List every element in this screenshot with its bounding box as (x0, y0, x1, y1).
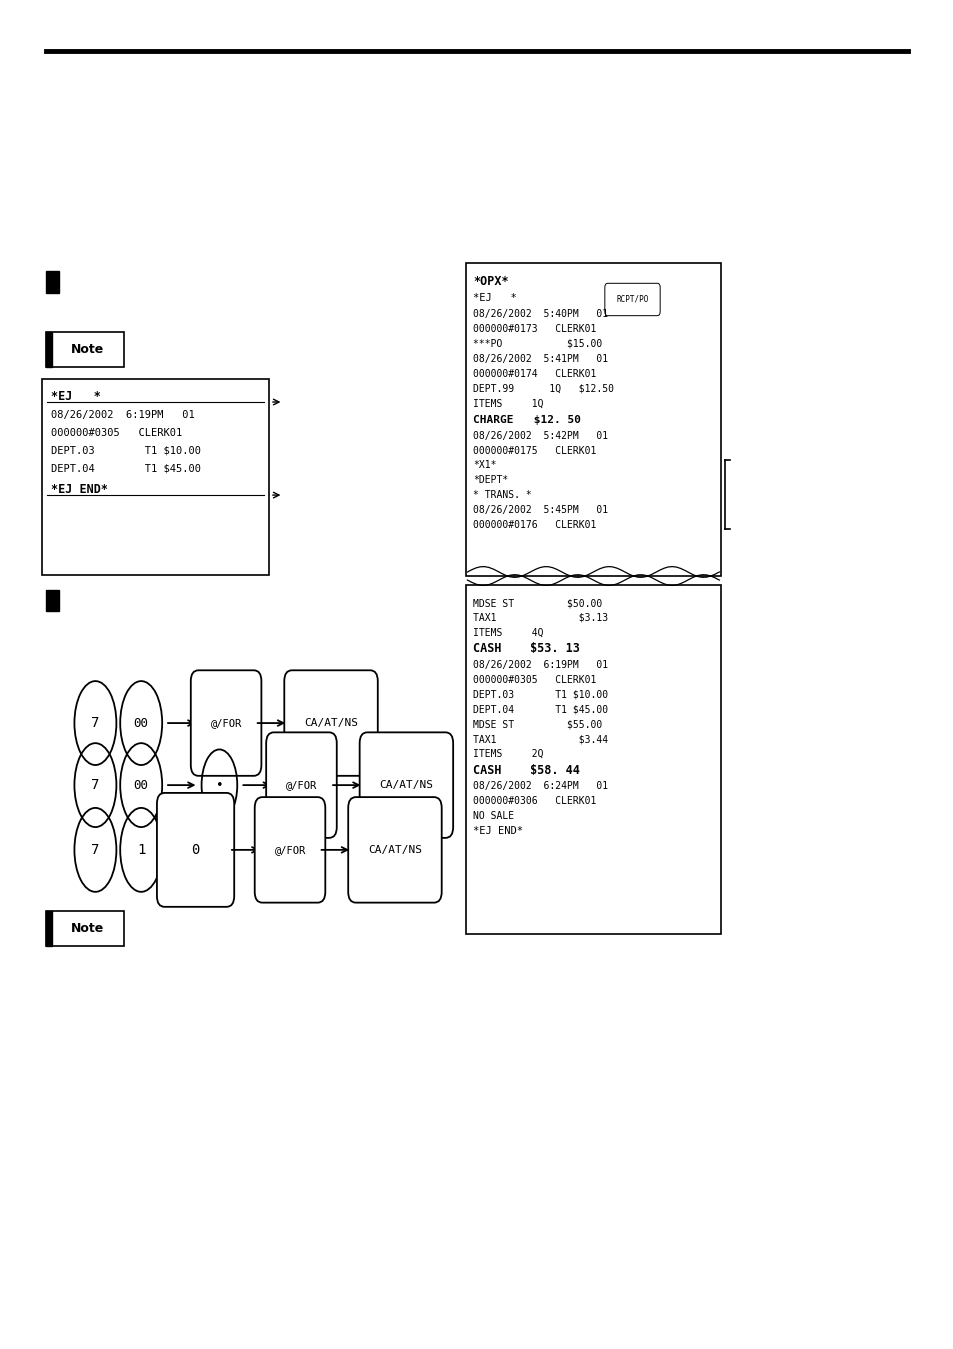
Text: ITEMS     2Q: ITEMS 2Q (473, 749, 543, 759)
Text: DEPT.03        T1 $10.00: DEPT.03 T1 $10.00 (51, 445, 200, 456)
Text: 08/26/2002  5:45PM   01: 08/26/2002 5:45PM 01 (473, 505, 608, 515)
Bar (46, 590, 59, 611)
Text: 08/26/2002  6:19PM   01: 08/26/2002 6:19PM 01 (51, 410, 194, 421)
Text: •: • (215, 778, 223, 792)
Text: Note: Note (71, 343, 104, 356)
Bar (46, 911, 124, 946)
Text: CA/AT/NS: CA/AT/NS (304, 718, 357, 728)
Text: CA/AT/NS: CA/AT/NS (368, 844, 421, 855)
Text: ITEMS     4Q: ITEMS 4Q (473, 627, 543, 638)
Text: DEPT.99      1Q   $12.50: DEPT.99 1Q $12.50 (473, 383, 614, 394)
Text: *OPX*: *OPX* (473, 275, 508, 289)
FancyBboxPatch shape (284, 670, 377, 776)
Text: 00: 00 (133, 778, 149, 792)
Text: 08/26/2002  5:40PM   01: 08/26/2002 5:40PM 01 (473, 309, 608, 320)
Text: ITEMS     1Q: ITEMS 1Q (473, 398, 543, 409)
Text: 08/26/2002  5:42PM   01: 08/26/2002 5:42PM 01 (473, 430, 608, 441)
Bar (465, 263, 720, 576)
Bar (46, 271, 59, 293)
FancyBboxPatch shape (266, 733, 336, 838)
FancyBboxPatch shape (254, 797, 325, 902)
Text: 7: 7 (91, 778, 99, 792)
Text: CASH    $53. 13: CASH $53. 13 (473, 642, 579, 656)
Text: 000000#0175   CLERK01: 000000#0175 CLERK01 (473, 445, 596, 456)
Text: MDSE ST         $50.00: MDSE ST $50.00 (473, 598, 601, 608)
Text: 7: 7 (91, 716, 99, 730)
Text: CHARGE   $12. 50: CHARGE $12. 50 (473, 414, 580, 425)
Text: 000000#0173   CLERK01: 000000#0173 CLERK01 (473, 324, 596, 335)
Text: MDSE ST         $55.00: MDSE ST $55.00 (473, 719, 601, 730)
Text: 000000#0174   CLERK01: 000000#0174 CLERK01 (473, 368, 596, 379)
Text: NO SALE: NO SALE (473, 811, 514, 822)
Text: @/FOR: @/FOR (274, 844, 305, 855)
Text: 7: 7 (91, 843, 99, 857)
Text: 000000#0176   CLERK01: 000000#0176 CLERK01 (473, 519, 596, 530)
Bar (42, 379, 269, 575)
Text: *DEPT*: *DEPT* (473, 475, 508, 486)
Text: *EJ END*: *EJ END* (51, 483, 108, 496)
Text: TAX1              $3.44: TAX1 $3.44 (473, 734, 608, 745)
Text: DEPT.04        T1 $45.00: DEPT.04 T1 $45.00 (51, 463, 200, 473)
Text: *X1*: *X1* (473, 460, 497, 471)
Text: Note: Note (71, 921, 104, 935)
Text: *EJ   *: *EJ * (473, 293, 517, 304)
Text: @/FOR: @/FOR (286, 780, 316, 791)
FancyBboxPatch shape (348, 797, 441, 902)
FancyBboxPatch shape (604, 283, 659, 316)
Text: ***PO           $15.00: ***PO $15.00 (473, 339, 601, 349)
Text: 1: 1 (137, 843, 145, 857)
FancyBboxPatch shape (359, 733, 453, 838)
Text: 00: 00 (133, 716, 149, 730)
FancyBboxPatch shape (191, 670, 261, 776)
Text: 000000#0305   CLERK01: 000000#0305 CLERK01 (473, 674, 596, 685)
Text: 08/26/2002  6:24PM   01: 08/26/2002 6:24PM 01 (473, 781, 608, 792)
Text: 08/26/2002  6:19PM   01: 08/26/2002 6:19PM 01 (473, 660, 608, 670)
Bar (46, 911, 52, 946)
Text: *EJ   *: *EJ * (51, 390, 100, 403)
FancyBboxPatch shape (156, 793, 233, 907)
Text: CA/AT/NS: CA/AT/NS (379, 780, 433, 791)
Text: RCPT/PO: RCPT/PO (616, 295, 648, 304)
Text: 000000#0306   CLERK01: 000000#0306 CLERK01 (473, 796, 596, 807)
Text: 0: 0 (192, 843, 199, 857)
Text: 08/26/2002  5:41PM   01: 08/26/2002 5:41PM 01 (473, 353, 608, 364)
Text: CASH    $58. 44: CASH $58. 44 (473, 764, 579, 777)
Text: DEPT.03       T1 $10.00: DEPT.03 T1 $10.00 (473, 689, 608, 700)
Text: * TRANS. *: * TRANS. * (473, 490, 532, 500)
Bar (46, 332, 52, 367)
Bar (46, 332, 124, 367)
Text: *EJ END*: *EJ END* (473, 826, 522, 836)
Text: TAX1              $3.13: TAX1 $3.13 (473, 612, 608, 623)
Text: DEPT.04       T1 $45.00: DEPT.04 T1 $45.00 (473, 704, 608, 715)
Bar (465, 585, 720, 934)
Text: @/FOR: @/FOR (211, 718, 241, 728)
Text: 000000#0305   CLERK01: 000000#0305 CLERK01 (51, 428, 182, 438)
